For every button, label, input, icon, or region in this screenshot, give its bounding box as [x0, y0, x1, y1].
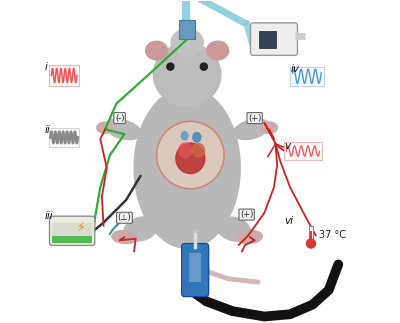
Text: (+): (+): [248, 114, 261, 123]
Ellipse shape: [217, 217, 250, 241]
Ellipse shape: [179, 143, 192, 158]
FancyBboxPatch shape: [50, 216, 95, 245]
Bar: [309, 226, 313, 244]
Ellipse shape: [146, 41, 168, 60]
Ellipse shape: [105, 119, 141, 140]
Text: i: i: [45, 62, 48, 72]
Text: (⊥): (⊥): [118, 213, 131, 222]
Bar: [49, 65, 79, 86]
Bar: [284, 142, 322, 160]
Ellipse shape: [193, 132, 201, 142]
Bar: [189, 253, 201, 282]
Bar: [290, 67, 324, 86]
Text: ii: ii: [45, 125, 51, 135]
FancyBboxPatch shape: [250, 23, 298, 55]
Text: ⚡: ⚡: [77, 221, 85, 234]
Text: (-): (-): [115, 114, 124, 123]
Text: 37 °C: 37 °C: [319, 231, 346, 240]
Text: (+): (+): [240, 210, 253, 219]
Circle shape: [167, 63, 174, 70]
Bar: [52, 236, 92, 243]
Ellipse shape: [207, 41, 229, 60]
Circle shape: [200, 63, 207, 70]
Ellipse shape: [153, 43, 221, 106]
Ellipse shape: [112, 231, 137, 244]
Bar: [310, 231, 312, 243]
Ellipse shape: [192, 143, 204, 157]
Ellipse shape: [134, 88, 240, 248]
Text: vi: vi: [284, 216, 293, 226]
FancyBboxPatch shape: [182, 244, 209, 297]
Ellipse shape: [181, 131, 188, 140]
Circle shape: [156, 121, 224, 189]
Circle shape: [306, 239, 316, 248]
Bar: [260, 31, 276, 48]
Ellipse shape: [97, 122, 114, 133]
Ellipse shape: [176, 143, 205, 173]
Ellipse shape: [261, 122, 278, 133]
Bar: [52, 223, 92, 236]
Text: iii: iii: [45, 211, 54, 221]
Ellipse shape: [237, 231, 262, 244]
Ellipse shape: [171, 29, 203, 56]
Text: v: v: [284, 141, 290, 151]
Text: iv: iv: [291, 64, 300, 74]
Bar: [49, 128, 79, 147]
Bar: [179, 20, 195, 39]
Ellipse shape: [234, 119, 270, 140]
Ellipse shape: [124, 217, 157, 241]
